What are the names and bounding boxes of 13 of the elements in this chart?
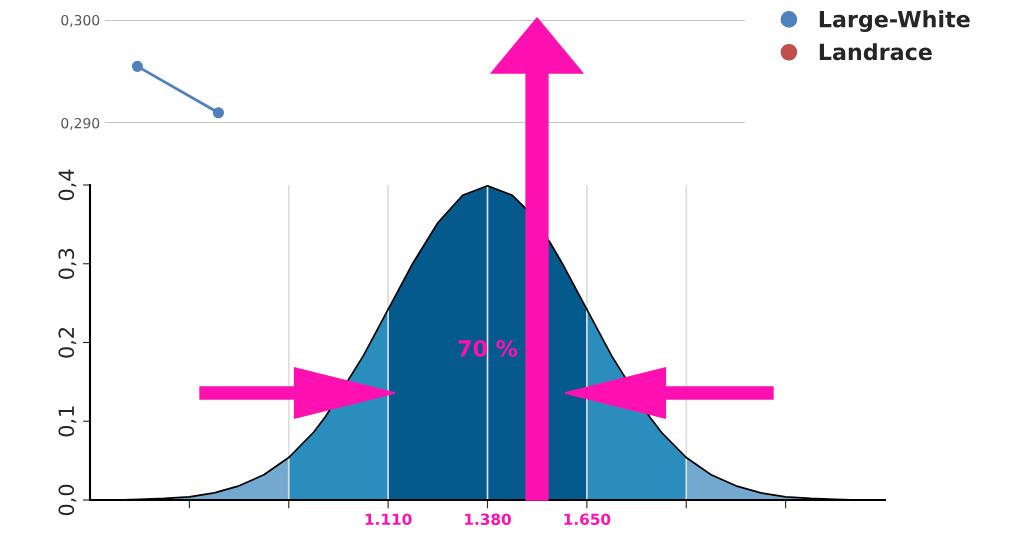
y-tick-label: 0,1 bbox=[58, 406, 77, 437]
x-tick-label: 1.110 bbox=[365, 513, 412, 526]
y-tick-label: 0,2 bbox=[58, 328, 77, 358]
legend-label: Landrace bbox=[819, 43, 932, 61]
x-tick-label: 1.650 bbox=[564, 513, 611, 526]
y-tick-label: 0,0 bbox=[58, 484, 77, 516]
x-tick-label: 1.380 bbox=[465, 513, 511, 526]
annotation: 70 % bbox=[458, 340, 518, 357]
y-tick-label: 0,300 bbox=[61, 14, 100, 27]
legend-label: Large-White bbox=[819, 10, 970, 33]
y-tick-label: 0,3 bbox=[58, 248, 77, 279]
y-tick-label: 0,290 bbox=[61, 117, 100, 130]
y-tick-label: 0,4 bbox=[58, 169, 77, 201]
